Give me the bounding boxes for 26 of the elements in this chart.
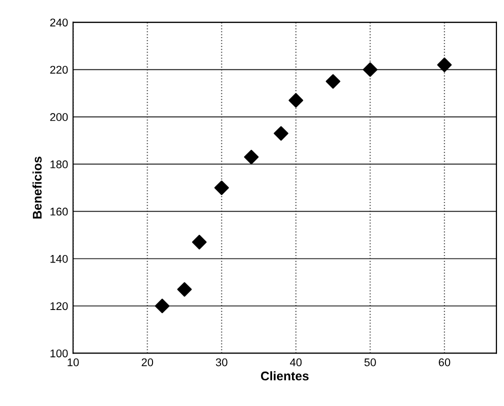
x-axis-title: Clientes: [260, 371, 309, 380]
x-tick-label: 40: [290, 358, 302, 366]
point: [177, 282, 192, 297]
x-tick-label: 30: [216, 358, 228, 366]
y-tick-label: 100: [50, 349, 68, 358]
point: [437, 58, 452, 72]
point: [192, 234, 207, 250]
x-tick-label: 60: [438, 358, 450, 366]
y-tick-label: 220: [50, 66, 68, 74]
point: [154, 298, 170, 314]
point: [288, 93, 304, 108]
y-tick-label: 180: [50, 160, 68, 168]
point: [214, 180, 229, 196]
x-tick-label: 20: [142, 358, 154, 366]
x-tick-label: 50: [364, 358, 376, 366]
point: [274, 126, 288, 141]
point: [326, 74, 340, 89]
y-tick-label: 140: [50, 254, 68, 263]
y-tick-label: 240: [50, 18, 68, 26]
x-tick-label: 10: [68, 358, 79, 366]
y-tick-label: 120: [50, 302, 68, 310]
y-axis-title: Beneficios: [32, 156, 42, 219]
y-tick-label: 160: [50, 208, 68, 216]
point: [244, 150, 259, 164]
point: [362, 62, 378, 77]
y-tick-label: 200: [50, 113, 68, 122]
